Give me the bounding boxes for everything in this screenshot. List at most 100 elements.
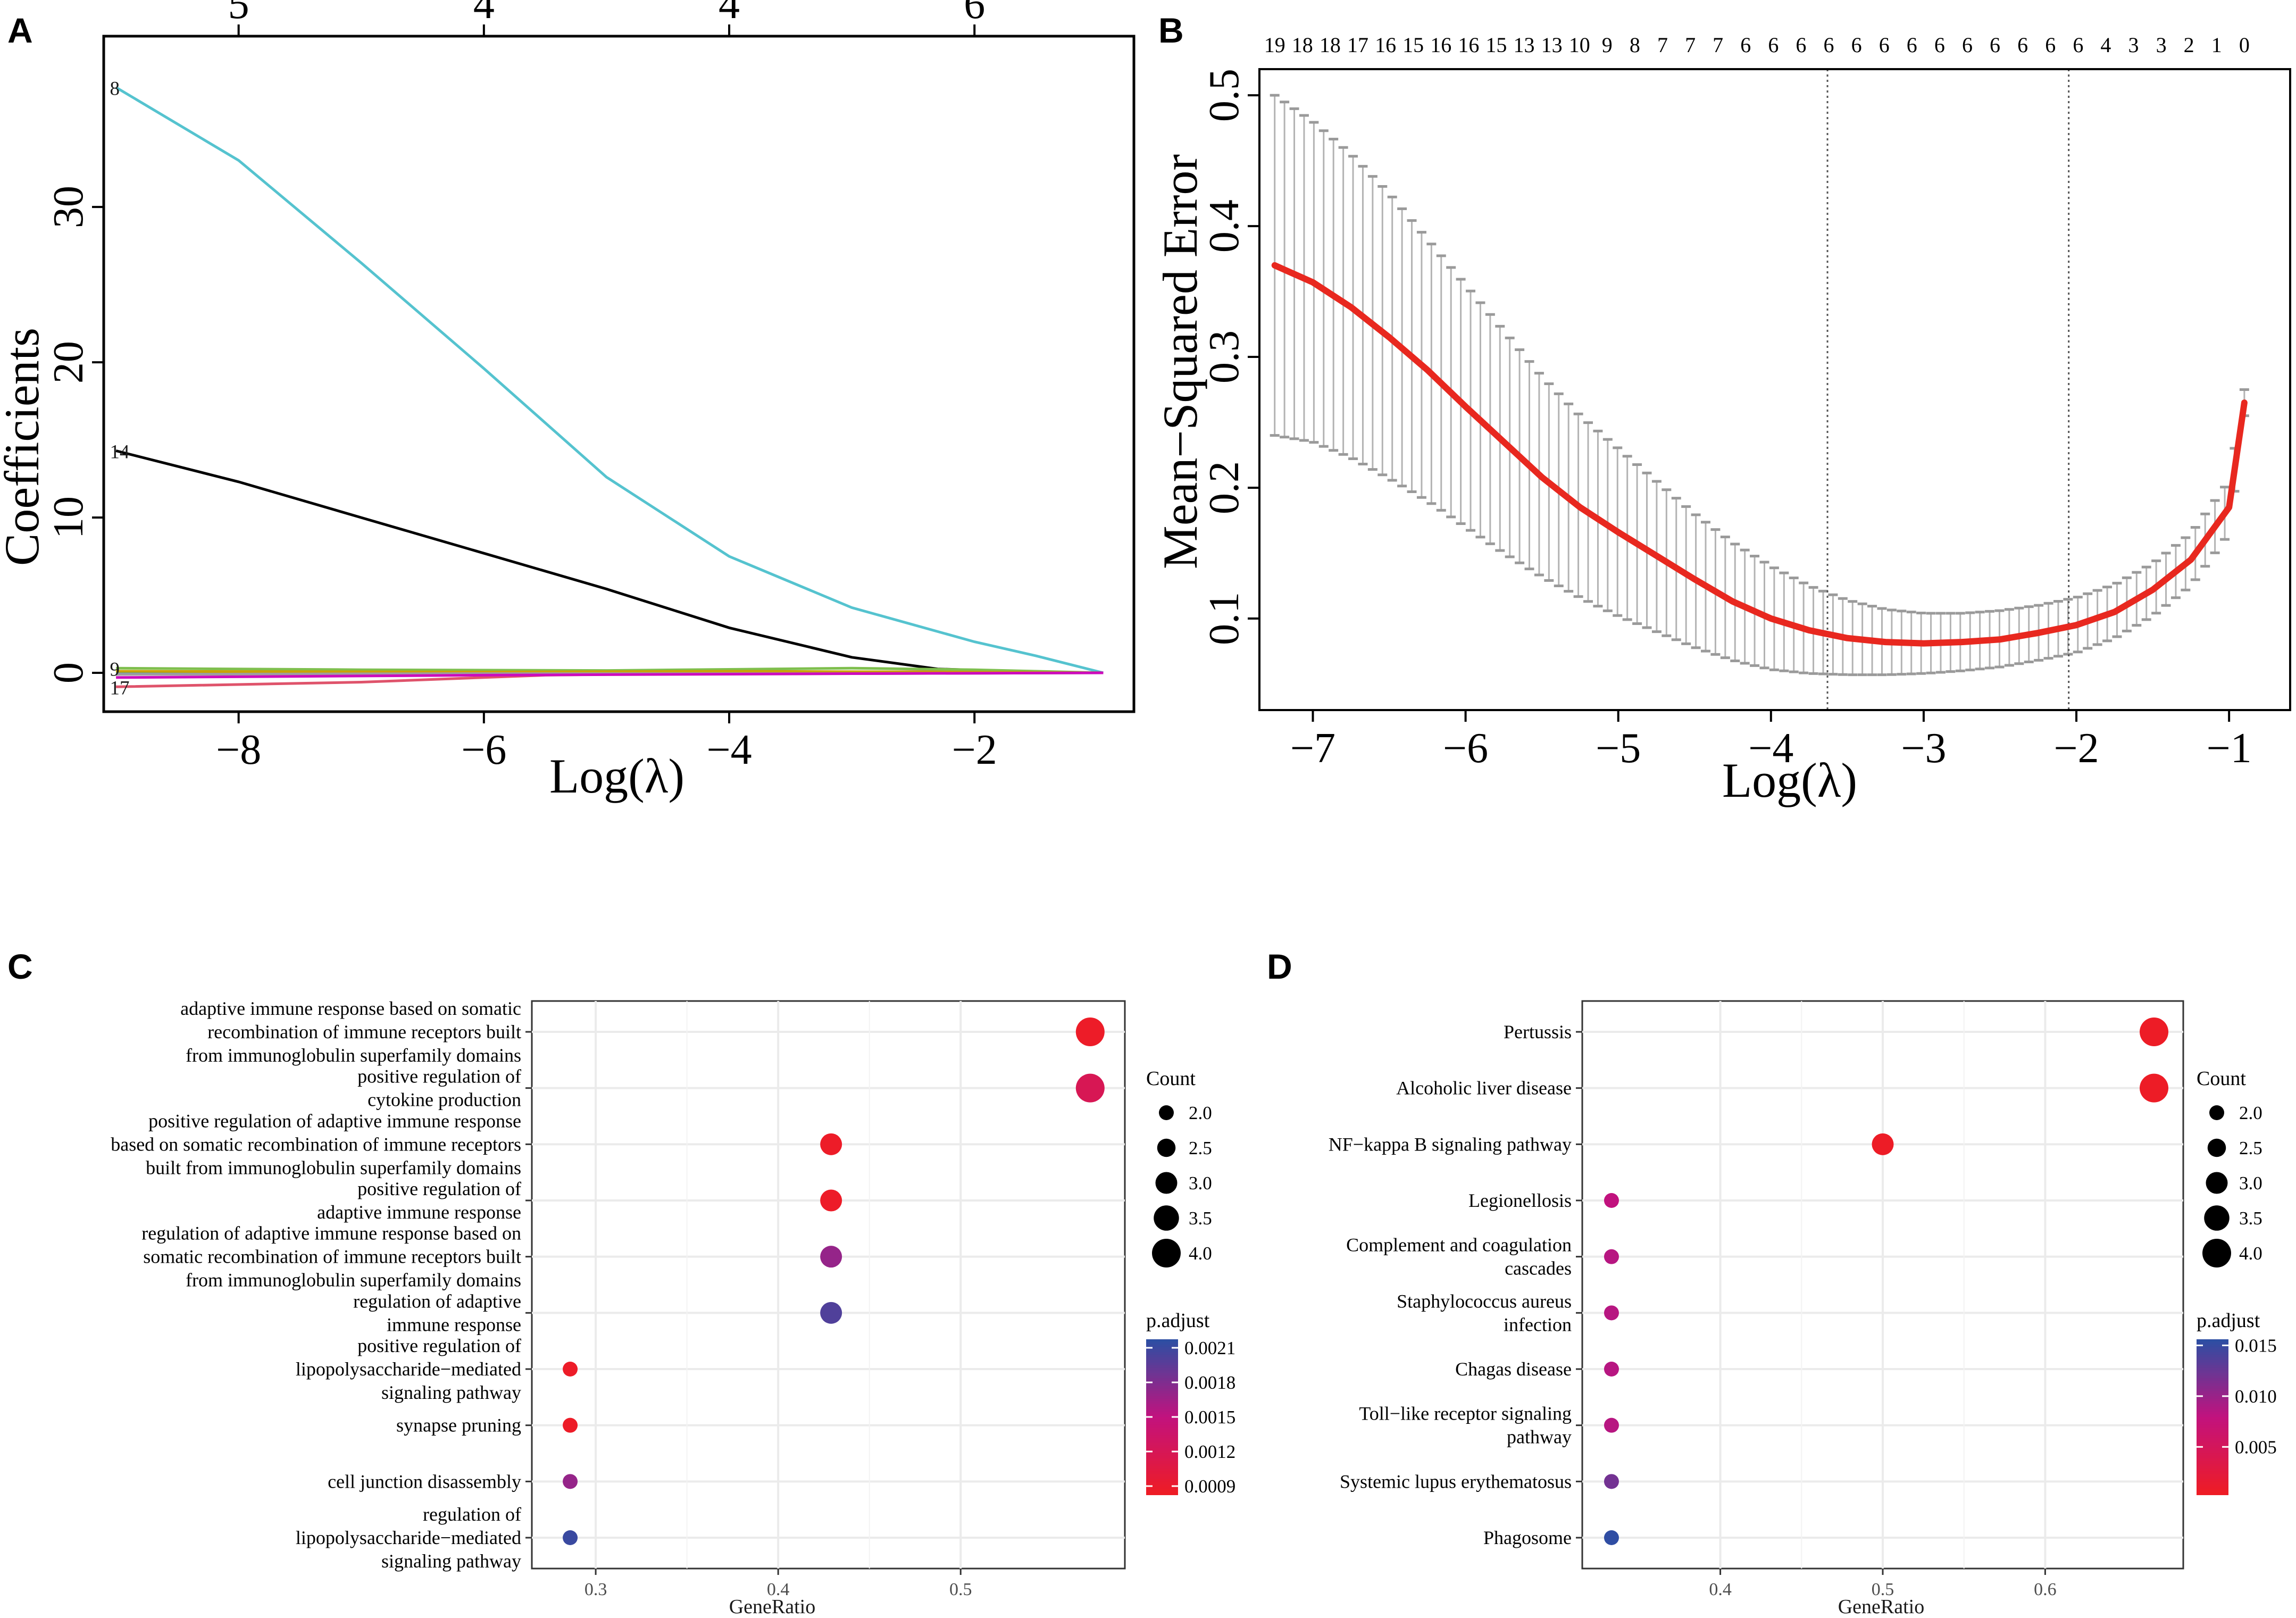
d-legend-colorbar-step	[2197, 1471, 2228, 1475]
c-legend-colorbar-step	[1146, 1367, 1178, 1371]
d-legend-count-dot	[2207, 1138, 2226, 1157]
d-legend-count-label: 2.0	[2239, 1103, 2262, 1123]
c-category-label: regulation of adaptive immune response b…	[141, 1223, 521, 1244]
d-legend-colorbar-step	[2197, 1380, 2228, 1384]
b-top-label: 6	[1907, 33, 1917, 57]
d-legend-colorbar-step	[2197, 1391, 2228, 1395]
c-dot	[563, 1417, 578, 1433]
c-legend-colorbar-step	[1146, 1409, 1178, 1413]
b-y-axis: 0.1 0.2 0.3 0.4 0.5	[1201, 69, 1259, 645]
a-plot-frame	[102, 35, 1136, 713]
c-legend-colorbar-step	[1146, 1370, 1178, 1374]
d-legend-colorbar-step	[2197, 1401, 2228, 1405]
c-legend-colorbar-step	[1146, 1479, 1178, 1482]
c-legend-colorbar-step	[1146, 1469, 1178, 1472]
b-x-tick-label: −3	[1901, 725, 1946, 772]
c-legend-p-label: 0.0012	[1184, 1441, 1235, 1462]
c-legend-colorbar-step	[1146, 1360, 1178, 1363]
a-line-label: 9	[110, 658, 120, 680]
c-legend-colorbar-step	[1146, 1489, 1178, 1493]
c-legend-colorbar-step	[1146, 1442, 1178, 1446]
panel-b-cross-validation-chart: −7 −6 −5 −4 −3 −2 −1 0.10.20.30.40.5 19 18 18 17 1…	[1153, 33, 2291, 807]
c-dot	[563, 1362, 578, 1377]
c-category-label: positive regulation of adaptive immune r…	[148, 1110, 521, 1131]
b-top-label: 10	[1569, 33, 1590, 57]
panel-a-coefficient-path-chart: 8 14 917 −8 −6 −4 −2 0 10 20 30 5 4 4 6 Log(λ) Coef…	[0, 0, 1136, 803]
d-x-axis: 0.4 0.5 0.6	[1709, 1569, 2057, 1599]
b-mse-line	[1271, 262, 2248, 647]
d-legend-colorbar-step	[2197, 1357, 2228, 1361]
d-legend-colorbar-step	[2197, 1456, 2228, 1459]
d-legend-p-title: p.adjust	[2197, 1310, 2260, 1332]
c-legend-colorbar-step	[1146, 1440, 1178, 1444]
c-legend-colorbar-step	[1146, 1380, 1178, 1384]
c-legend-colorbar-step	[1146, 1349, 1178, 1353]
a-y-tick-label: 30	[45, 186, 92, 228]
c-legend-colorbar-step	[1146, 1474, 1178, 1477]
d-legend-colorbar-step	[2197, 1352, 2228, 1356]
b-mse-curve	[1271, 262, 2248, 647]
b-x-tick-label: −4	[1748, 725, 1793, 772]
c-legend-colorbar-step	[1146, 1471, 1178, 1475]
d-legend-colorbar-step	[2197, 1341, 2228, 1345]
b-top-label: 17	[1347, 33, 1368, 57]
d-legend-colorbar-step	[2197, 1466, 2228, 1470]
d-legend-colorbar-step	[2197, 1453, 2228, 1456]
d-legend-count-label: 3.5	[2239, 1208, 2262, 1229]
c-legend: Count 2.0 2.5 3.0 3.5 4.0 p.adjust 0.0021 0.0018…	[1146, 1067, 1235, 1497]
b-top-label: 13	[1514, 33, 1535, 57]
d-legend-colorbar-step	[2197, 1442, 2228, 1446]
c-category-label: based on somatic recombination of immune…	[111, 1133, 521, 1155]
c-category-label: signaling pathway	[381, 1382, 521, 1403]
d-category-label: Systemic lupus erythematosus	[1340, 1471, 1572, 1492]
c-legend-colorbar-step	[1146, 1383, 1178, 1387]
d-dot	[1872, 1133, 1894, 1155]
c-legend-p-label: 0.0009	[1184, 1476, 1235, 1497]
b-top-label: 15	[1402, 33, 1424, 57]
a-top-tick-label: 5	[228, 0, 249, 28]
d-legend-colorbar-step	[2197, 1362, 2228, 1366]
c-legend-count-label: 3.0	[1189, 1173, 1212, 1194]
c-legend-colorbar-step	[1146, 1430, 1178, 1433]
c-legend-colorbar-step	[1146, 1435, 1178, 1438]
d-category-label: Alcoholic liver disease	[1396, 1078, 1572, 1099]
d-x-axis-title: GeneRatio	[1838, 1596, 1925, 1618]
b-top-label: 3	[2156, 33, 2167, 57]
c-dot	[820, 1133, 842, 1155]
c-legend-colorbar-step	[1146, 1341, 1178, 1345]
c-legend-colorbar-step	[1146, 1378, 1178, 1381]
c-category-label: positive regulation of	[357, 1066, 521, 1087]
b-y-tick-label: 0.3	[1201, 330, 1248, 383]
c-legend-count-dot	[1152, 1239, 1181, 1267]
a-series-line-0	[115, 86, 1104, 674]
b-top-label: 6	[2045, 33, 2056, 57]
d-legend-count-label: 2.5	[2239, 1138, 2262, 1158]
d-legend-colorbar-step	[2197, 1367, 2228, 1371]
c-legend-colorbar-step	[1146, 1404, 1178, 1407]
c-legend-colorbar-step	[1146, 1401, 1178, 1405]
d-legend-colorbar-step	[2197, 1437, 2228, 1441]
d-legend-colorbar-step	[2197, 1339, 2228, 1342]
d-dot	[1604, 1474, 1619, 1489]
b-top-label: 6	[1740, 33, 1751, 57]
c-x-axis-title: GeneRatio	[729, 1596, 816, 1618]
a-x-tick-label: −4	[706, 727, 752, 773]
c-x-tick-label: 0.3	[585, 1580, 607, 1599]
a-top-tick-label: 4	[719, 0, 740, 28]
c-category-label: positive regulation of	[357, 1335, 521, 1356]
d-legend-p-label: 0.015	[2235, 1335, 2277, 1356]
d-legend-colorbar-step	[2197, 1378, 2228, 1381]
c-dot	[820, 1302, 842, 1324]
d-legend-colorbar-step	[2197, 1489, 2228, 1493]
c-legend-colorbar-step	[1146, 1355, 1178, 1358]
b-top-label: 7	[1713, 33, 1723, 57]
panel-c-go-dotplot: adaptive immune response based on somati…	[111, 998, 1235, 1618]
d-legend-colorbar-step	[2197, 1370, 2228, 1374]
d-legend-colorbar-step	[2197, 1394, 2228, 1397]
a-line-label: 8	[110, 78, 120, 99]
d-legend-colorbar-step	[2197, 1383, 2228, 1387]
d-legend-colorbar-step	[2197, 1404, 2228, 1407]
d-legend-colorbar-step	[2197, 1396, 2228, 1399]
d-legend-colorbar-step	[2197, 1406, 2228, 1410]
c-legend-count-dot	[1154, 1205, 1179, 1231]
